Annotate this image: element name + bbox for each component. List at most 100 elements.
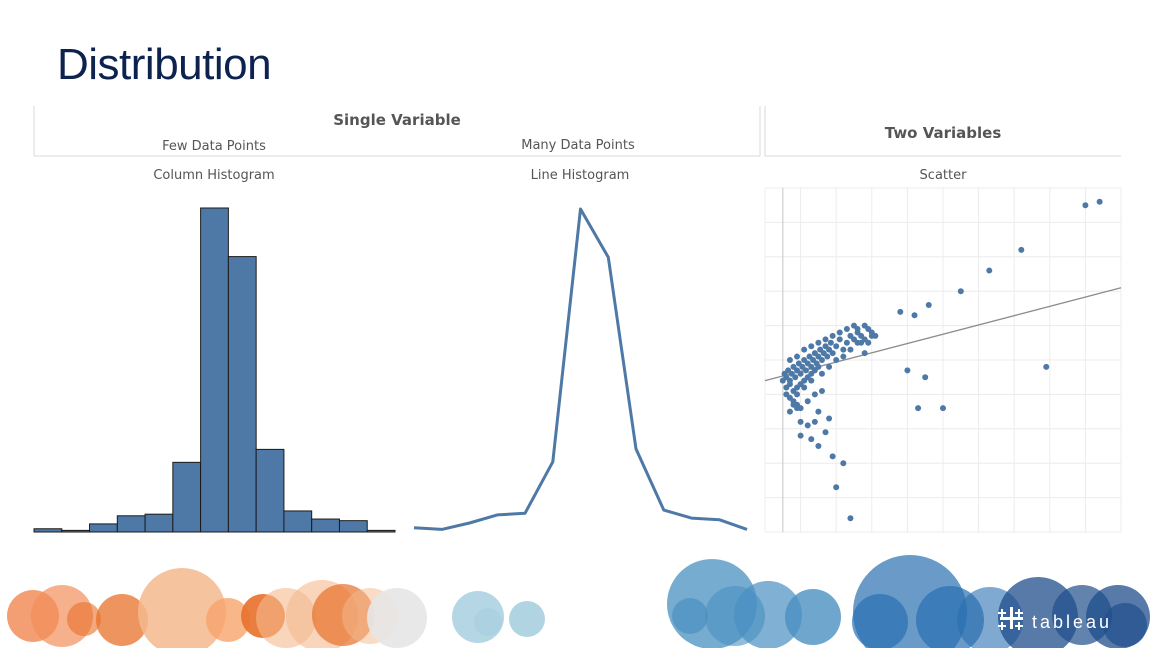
scatter-point: [925, 301, 932, 308]
two-variables-header: Two Variables: [885, 124, 1002, 142]
chart-title: Scatter: [920, 168, 968, 183]
scatter-point: [808, 343, 815, 350]
scatter-point: [847, 346, 854, 353]
scatter-point: [815, 339, 822, 346]
tableau-logo: tableau: [998, 607, 1112, 632]
scatter-point: [808, 436, 815, 443]
scatter-point: [824, 353, 831, 360]
scatter-point: [794, 405, 801, 412]
scatter-point: [1018, 246, 1025, 253]
histogram-line: [413, 207, 748, 531]
scatter-point: [811, 418, 818, 425]
scatter-point: [840, 460, 847, 467]
scatter-point: [922, 374, 929, 381]
histogram-bar: [255, 448, 285, 533]
histogram-bar: [338, 520, 368, 533]
scatter-point: [802, 367, 809, 374]
scatter-point: [822, 336, 829, 343]
histogram-bar: [311, 518, 340, 533]
scatter-point: [911, 312, 918, 319]
tableau-cross-icon: [998, 607, 1023, 630]
scatter-point: [843, 326, 850, 333]
scatter-point: [786, 381, 793, 388]
scatter-point: [840, 353, 847, 360]
bubble: [734, 581, 802, 648]
scatter-point: [833, 357, 840, 363]
scatter-point: [1043, 363, 1050, 370]
histogram-bar: [172, 461, 202, 533]
bubble: [1103, 603, 1147, 647]
scatter-point: [818, 387, 825, 394]
scatter-point: [829, 332, 836, 339]
line-histogram: [413, 207, 748, 531]
scatter-point: [865, 339, 872, 346]
header-panel: Single Variable Two Variables Few Data P…: [33, 106, 1121, 183]
scatter-point: [811, 391, 818, 398]
scatter-point: [986, 267, 993, 274]
scatter-point: [797, 432, 804, 439]
many-data-points-header: Many Data Points: [521, 138, 635, 153]
scatter-point: [822, 429, 829, 436]
histogram-bar: [366, 529, 396, 533]
chart-title: Column Histogram: [153, 168, 274, 183]
scatter-point: [833, 343, 840, 350]
bubble: [509, 601, 545, 637]
bubble: [206, 598, 250, 642]
scatter-point: [797, 418, 804, 425]
scatter-point: [827, 339, 834, 346]
scatter-point: [801, 346, 808, 353]
chart-title: Line Histogram: [531, 168, 630, 183]
scatter-point: [797, 370, 804, 377]
scatter-point: [815, 408, 822, 415]
scatter-point: [815, 443, 822, 449]
scatter-point: [818, 357, 825, 363]
scatter-point: [829, 453, 836, 460]
scatter-point: [836, 329, 843, 336]
histogram-bar: [283, 510, 313, 533]
scatter-point: [801, 384, 808, 391]
trend-line: [764, 287, 1122, 382]
column-histogram: [33, 207, 396, 533]
bubble: [367, 588, 427, 648]
scatter-point: [858, 339, 865, 346]
scatter-point: [1082, 202, 1089, 209]
scatter-point: [957, 288, 964, 295]
decorative-bubbles: [7, 555, 1150, 648]
scatter-plot: [764, 187, 1122, 533]
scatter-point: [804, 422, 811, 429]
tableau-wordmark: tableau: [1032, 612, 1112, 632]
histogram-bar: [61, 529, 91, 533]
scatter-point: [804, 398, 811, 405]
scatter-point: [843, 339, 850, 346]
histogram-bar: [144, 513, 174, 533]
few-data-points-header: Few Data Points: [162, 139, 266, 154]
histogram-bar: [33, 528, 63, 533]
scatter-point: [818, 370, 825, 377]
scatter-point: [897, 308, 904, 315]
scatter-point: [836, 336, 843, 343]
histogram-bar: [227, 256, 257, 533]
scatter-point: [792, 374, 799, 381]
bubble: [785, 589, 841, 645]
scatter-point: [786, 408, 793, 415]
scatter-point: [915, 405, 922, 412]
scatter-point: [833, 484, 840, 491]
histogram-bar: [116, 515, 146, 533]
scatter-point: [1096, 198, 1103, 205]
scatter-point: [872, 332, 879, 339]
slide-title: Distribution: [57, 40, 272, 89]
histogram-bar: [200, 207, 229, 533]
bubble: [138, 568, 226, 648]
bubble: [67, 602, 101, 636]
scatter-point: [786, 357, 793, 363]
bubble: [96, 594, 148, 646]
scatter-point: [840, 346, 847, 353]
scatter-point: [847, 515, 854, 522]
bubble: [474, 608, 502, 636]
bubble: [852, 594, 908, 648]
scatter-point: [861, 350, 868, 357]
single-variable-header: Single Variable: [333, 111, 461, 129]
scatter-point: [794, 353, 801, 360]
scatter-point: [808, 377, 815, 384]
